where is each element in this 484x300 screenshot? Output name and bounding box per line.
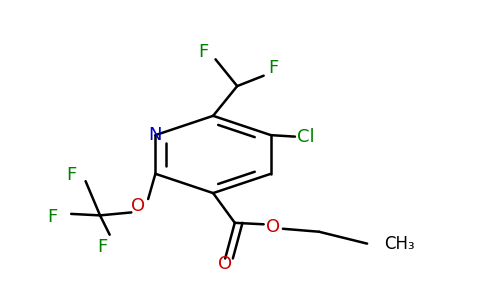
Text: F: F: [47, 208, 57, 226]
Text: O: O: [218, 255, 232, 273]
Text: N: N: [149, 126, 162, 144]
Text: F: F: [268, 59, 278, 77]
Text: F: F: [198, 43, 209, 61]
Text: CH₃: CH₃: [384, 235, 415, 253]
Text: F: F: [97, 238, 107, 256]
Text: F: F: [66, 166, 76, 184]
Text: O: O: [132, 197, 146, 215]
Text: Cl: Cl: [297, 128, 315, 146]
Text: O: O: [266, 218, 280, 236]
